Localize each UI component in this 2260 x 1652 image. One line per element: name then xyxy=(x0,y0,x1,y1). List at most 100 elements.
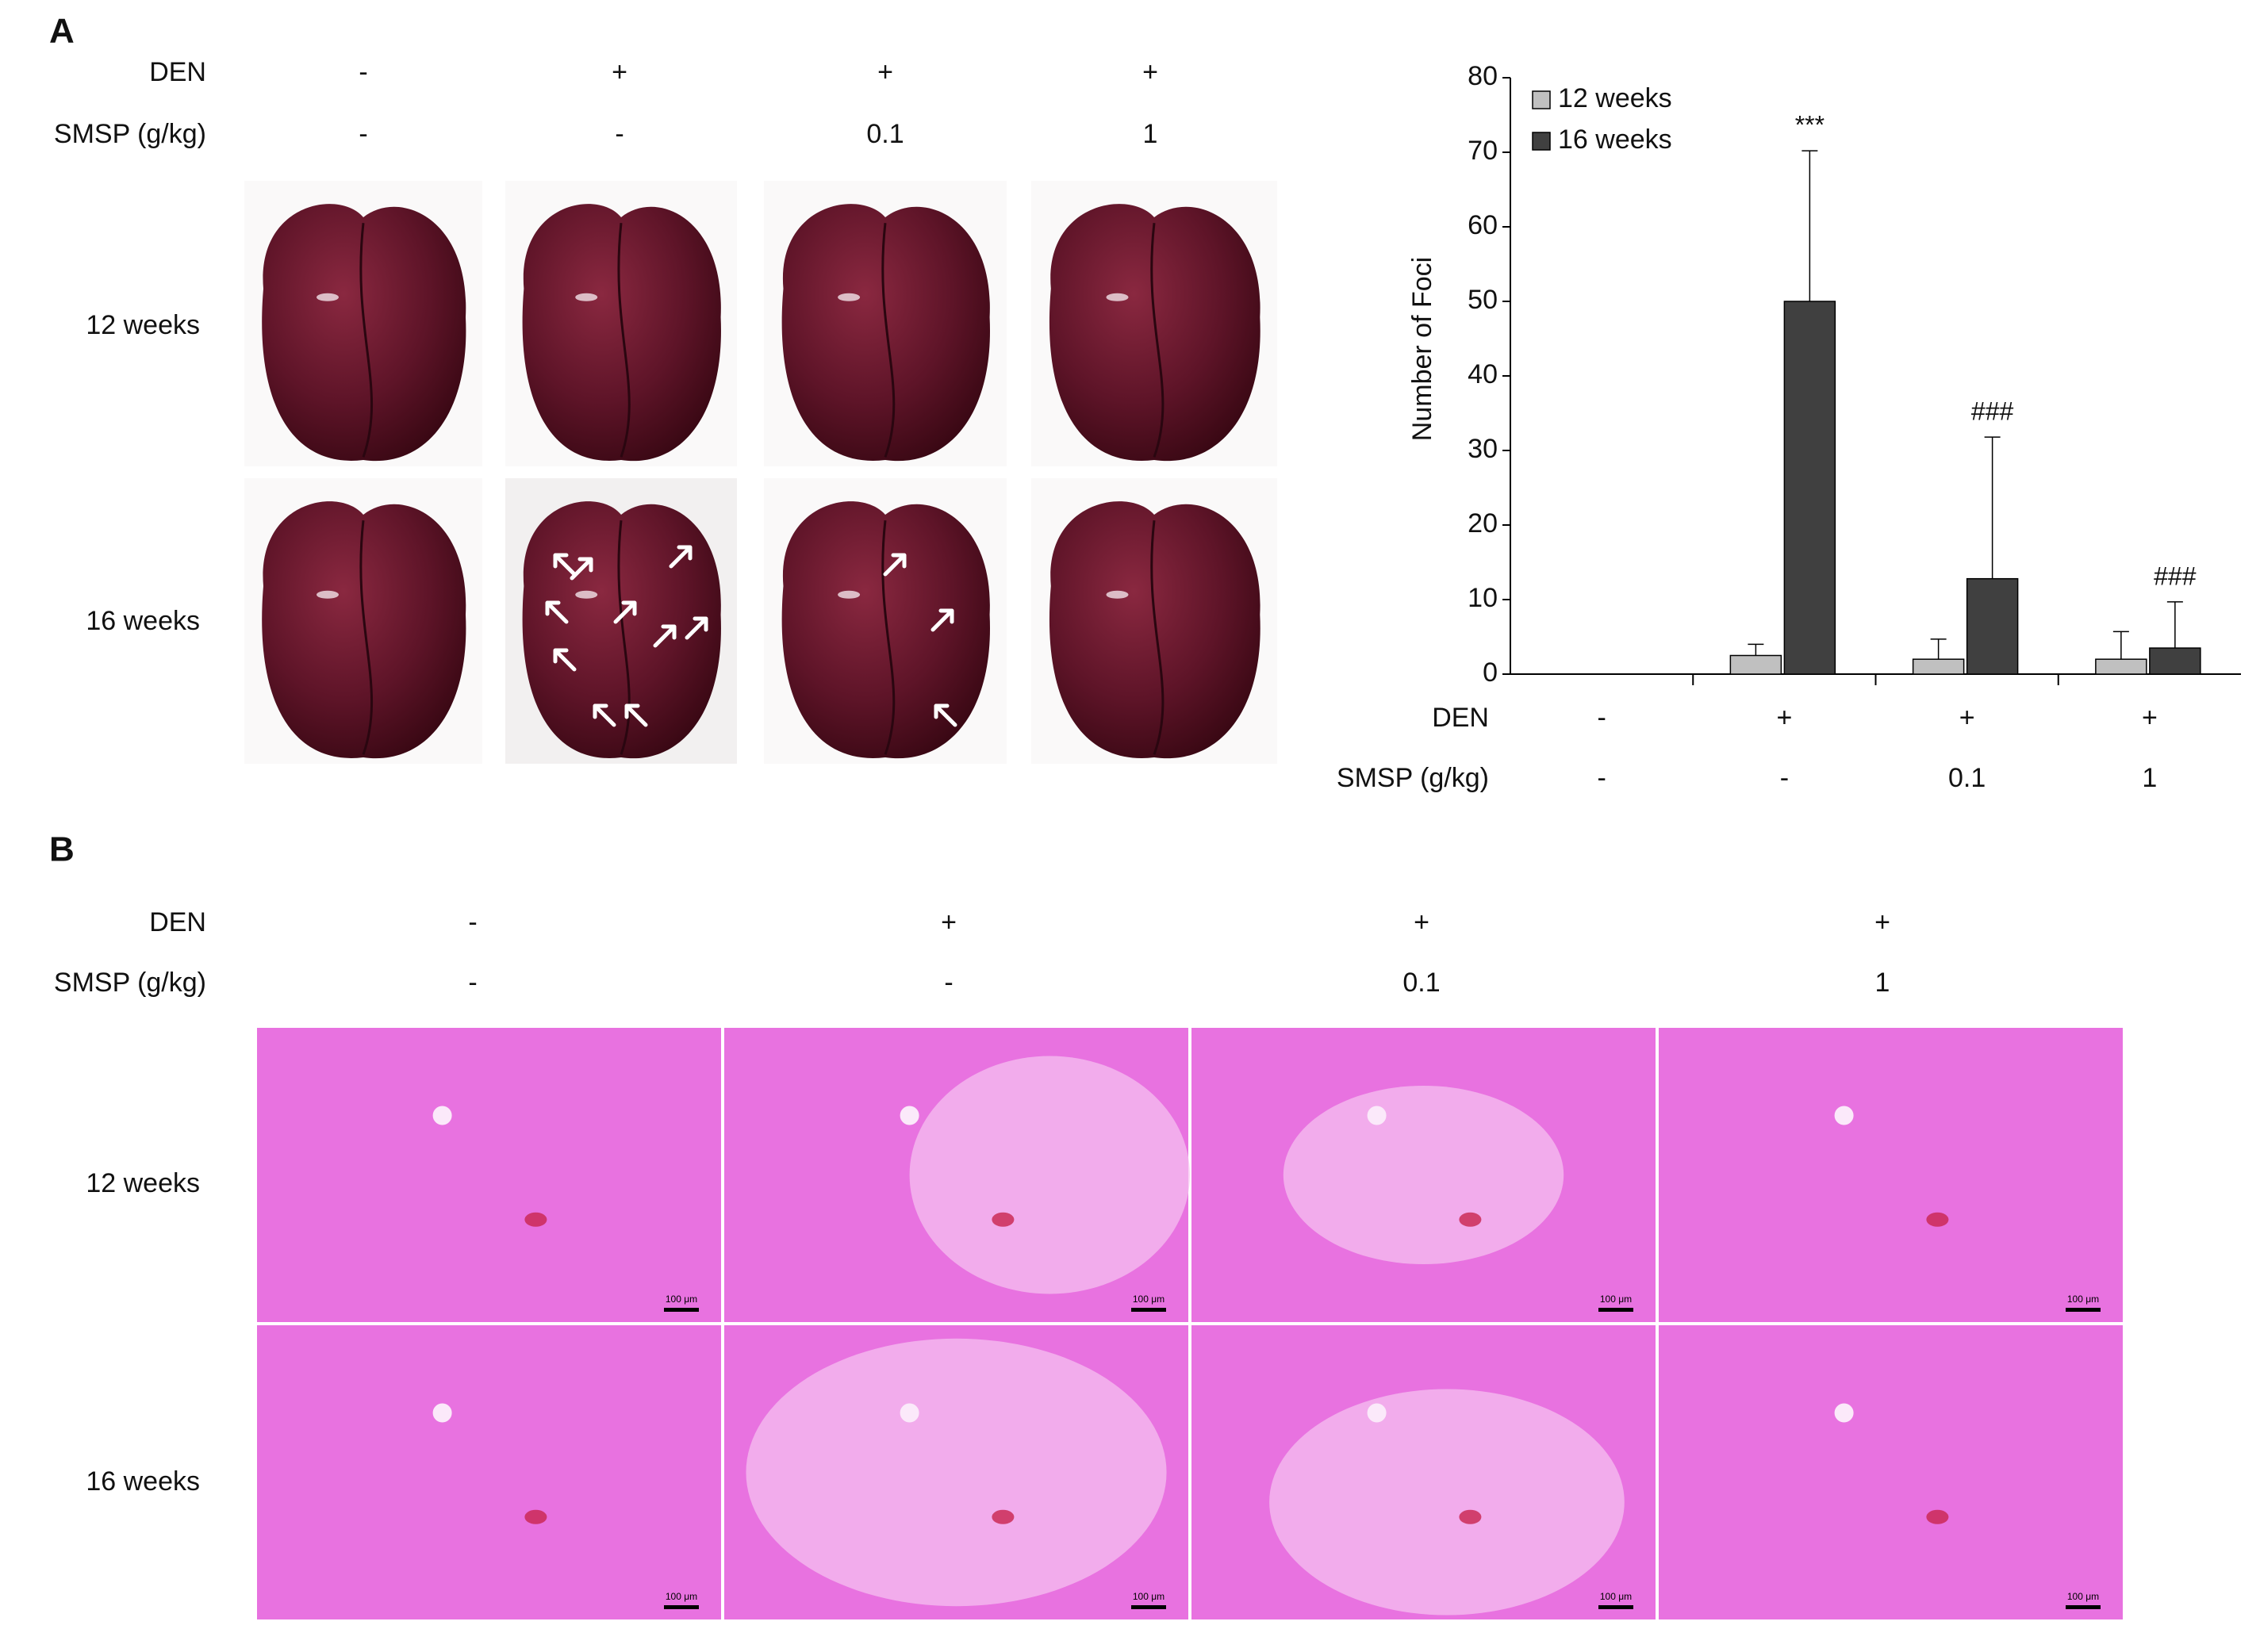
histology-image xyxy=(257,1028,721,1322)
x-tick-label: + xyxy=(2142,703,2158,733)
y-tick-label: 70 xyxy=(1468,136,1498,166)
bar xyxy=(1729,654,1782,675)
column-value: + xyxy=(941,907,957,937)
y-tick-label: 20 xyxy=(1468,508,1498,539)
scale-label: 100 μm xyxy=(2067,1591,2099,1602)
scale-label: 100 μm xyxy=(666,1294,697,1305)
vessel xyxy=(1459,1212,1482,1227)
legend-label: 16 weeks xyxy=(1558,125,1672,155)
lesion xyxy=(746,1338,1167,1607)
significance-label: ### xyxy=(2154,562,2197,590)
lesion xyxy=(909,1056,1191,1294)
panel-label: A xyxy=(49,12,75,51)
y-tick-label: 80 xyxy=(1468,61,1498,91)
lobe-line xyxy=(1150,223,1165,458)
row-label: 12 weeks xyxy=(86,310,200,340)
lobe-line xyxy=(617,223,631,458)
scale-bar xyxy=(1131,1605,1166,1609)
scale-bar xyxy=(2066,1308,2101,1312)
histology-image xyxy=(1659,1325,2123,1619)
column-value: - xyxy=(468,968,477,998)
scale-label: 100 μm xyxy=(666,1591,697,1602)
vessel xyxy=(432,1403,452,1423)
y-tick-label: 0 xyxy=(1483,657,1498,688)
bar xyxy=(1783,301,1836,675)
arrow xyxy=(593,703,616,727)
highlight xyxy=(317,293,339,301)
lesion xyxy=(1269,1389,1625,1616)
scale-label: 100 μm xyxy=(2067,1294,2099,1305)
lesion xyxy=(1283,1086,1564,1264)
row-label: 12 weeks xyxy=(86,1168,200,1198)
arrow xyxy=(685,616,708,640)
arrow xyxy=(570,557,593,581)
highlight xyxy=(317,590,339,599)
bar xyxy=(1966,577,2019,675)
scale-label: 100 μm xyxy=(1133,1294,1165,1305)
lobe-line xyxy=(617,520,631,755)
significance-label: *** xyxy=(1795,111,1824,140)
highlight xyxy=(575,590,598,599)
legend-swatch xyxy=(1532,132,1551,151)
lobe-line xyxy=(359,520,374,755)
column-value: 0.1 xyxy=(866,119,904,149)
column-value: + xyxy=(1142,57,1158,87)
column-value: - xyxy=(615,119,624,149)
arrow xyxy=(553,648,577,672)
lobe-line xyxy=(1150,520,1165,755)
category-level-label: SMSP (g/kg) xyxy=(1337,763,1489,793)
arrow xyxy=(883,553,907,577)
arrow xyxy=(653,624,677,648)
vessel xyxy=(1834,1403,1854,1423)
arrow xyxy=(545,600,569,624)
vessel xyxy=(1926,1212,1949,1227)
scale-bar xyxy=(1598,1308,1633,1312)
highlight xyxy=(575,293,598,301)
arrow xyxy=(613,600,637,624)
x-tick-label: + xyxy=(1776,703,1792,733)
highlight xyxy=(838,590,861,599)
row-label: DEN xyxy=(149,57,206,87)
column-value: - xyxy=(468,907,477,937)
column-value: - xyxy=(359,119,367,149)
y-tick-label: 60 xyxy=(1468,210,1498,240)
column-value: 1 xyxy=(1143,119,1158,149)
vessel xyxy=(1367,1403,1387,1423)
vessel xyxy=(432,1106,452,1125)
highlight xyxy=(1106,293,1129,301)
column-value: 0.1 xyxy=(1402,968,1440,998)
lobe-line xyxy=(881,520,896,755)
y-tick-label: 40 xyxy=(1468,359,1498,389)
significance-label: ### xyxy=(1971,397,2014,426)
bar xyxy=(2149,647,2201,675)
vessel xyxy=(524,1509,547,1524)
bar xyxy=(2095,658,2147,675)
column-value: + xyxy=(877,57,893,87)
column-value: - xyxy=(944,968,953,998)
arrow xyxy=(934,703,957,727)
vessel xyxy=(900,1106,919,1125)
panel-label: B xyxy=(49,830,75,869)
y-tick-label: 50 xyxy=(1468,285,1498,315)
scale-label: 100 μm xyxy=(1600,1294,1632,1305)
arrow xyxy=(669,545,693,569)
vessel xyxy=(1926,1509,1949,1524)
legend-label: 12 weeks xyxy=(1558,83,1672,113)
column-value: + xyxy=(612,57,627,87)
x-tick-label: - xyxy=(1597,703,1606,733)
arrow xyxy=(930,608,954,632)
row-label: SMSP (g/kg) xyxy=(54,119,206,149)
vessel xyxy=(992,1212,1015,1227)
y-tick-label: 30 xyxy=(1468,434,1498,464)
x-tick-label: 1 xyxy=(2142,763,2157,793)
scale-bar xyxy=(664,1308,699,1312)
column-value: - xyxy=(359,57,367,87)
x-tick-label: 0.1 xyxy=(1948,763,1986,793)
legend-swatch xyxy=(1532,90,1551,109)
row-label: 16 weeks xyxy=(86,606,200,636)
y-axis-label: Number of Foci xyxy=(1407,257,1437,441)
scale-label: 100 μm xyxy=(1133,1591,1165,1602)
x-tick-label: - xyxy=(1780,763,1789,793)
